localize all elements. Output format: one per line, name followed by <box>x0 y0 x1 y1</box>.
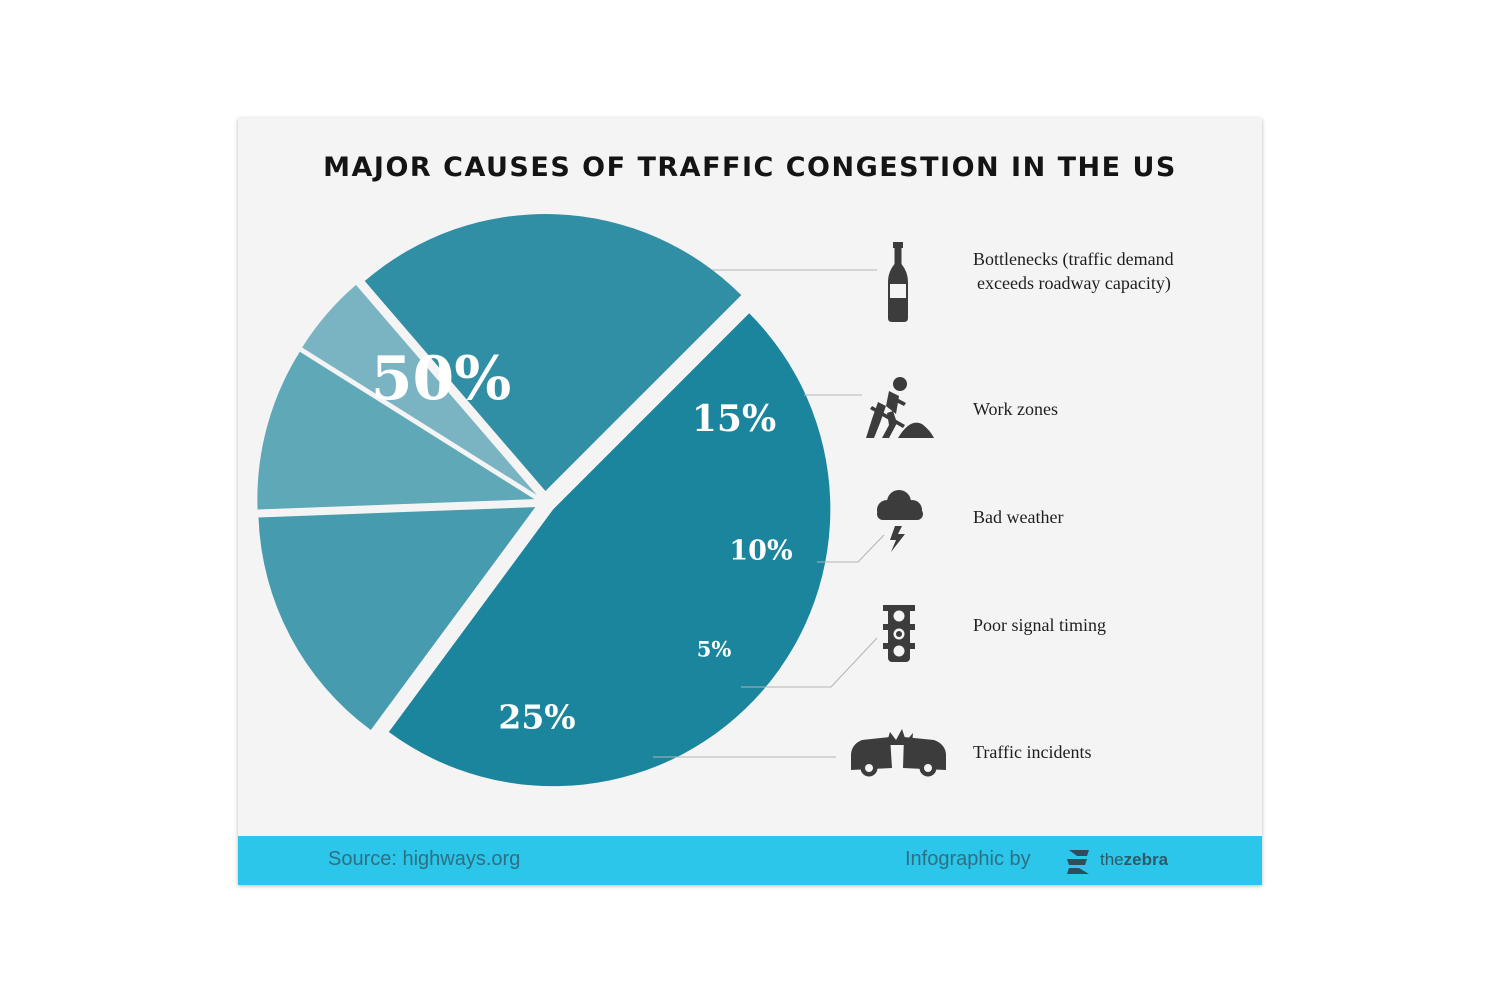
percent-label-bottlenecks: 50% <box>371 344 512 414</box>
category-label-line: Traffic incidents <box>973 742 1092 762</box>
traffic-light-icon <box>883 605 915 662</box>
category-label-line: Bottlenecks (traffic demand <box>973 249 1174 270</box>
percent-label-poor-signal-timing: 5% <box>697 637 732 662</box>
category-label-line: Work zones <box>973 399 1058 419</box>
chart-title: MAJOR CAUSES OF TRAFFIC CONGESTION IN TH… <box>323 152 1177 183</box>
wine-bottle-icon <box>888 242 908 322</box>
storm-cloud-icon <box>877 490 923 552</box>
pie-slices <box>257 214 831 787</box>
pie-slice-poor-signal-timing <box>302 284 537 495</box>
leader-line-bad-weather <box>817 534 885 563</box>
leader-lines <box>653 269 885 758</box>
category-label-work-zones: Work zones <box>973 399 1058 419</box>
legend-icons <box>851 242 946 777</box>
brand-bold: zebra <box>1123 850 1169 869</box>
percent-label-traffic-incidents: 25% <box>498 698 575 737</box>
credit-text: Infographic by <box>905 848 1031 870</box>
category-label-line: Poor signal timing <box>973 615 1106 635</box>
category-label-line: exceeds roadway capacity) <box>977 273 1171 294</box>
category-label-bad-weather: Bad weather <box>973 507 1063 527</box>
category-label-traffic-incidents: Traffic incidents <box>973 742 1092 762</box>
pie-slice-work-zones <box>258 507 536 731</box>
brand-name: thezebra <box>1100 850 1168 870</box>
footer-bar: Source: highways.org Infographic by thez… <box>238 836 1262 885</box>
percent-label-work-zones: 15% <box>692 398 776 440</box>
leader-line-poor-signal-timing <box>741 637 878 688</box>
source-text: Source: highways.org <box>328 848 521 870</box>
pie-slice-traffic-incidents <box>364 214 742 492</box>
category-labels: Bottlenecks (traffic demand exceeds roadw… <box>973 249 1174 762</box>
percent-labels: 50% 15% 10% 5% 25% <box>371 344 793 737</box>
car-crash-icon <box>851 729 946 777</box>
pie-slice-bad-weather <box>257 351 535 510</box>
category-label-bottlenecks: Bottlenecks (traffic demand exceeds roadw… <box>973 249 1174 294</box>
credit-box: Infographic by thezebra <box>905 848 1177 874</box>
category-label-line: Bad weather <box>973 507 1063 527</box>
category-label-poor-signal-timing: Poor signal timing <box>973 615 1106 635</box>
pie-slice-bottlenecks <box>388 313 831 787</box>
percent-label-bad-weather: 10% <box>729 536 792 567</box>
brand-light: the <box>1100 850 1124 869</box>
road-worker-icon <box>866 377 934 438</box>
zebra-logo-icon <box>1067 850 1089 874</box>
